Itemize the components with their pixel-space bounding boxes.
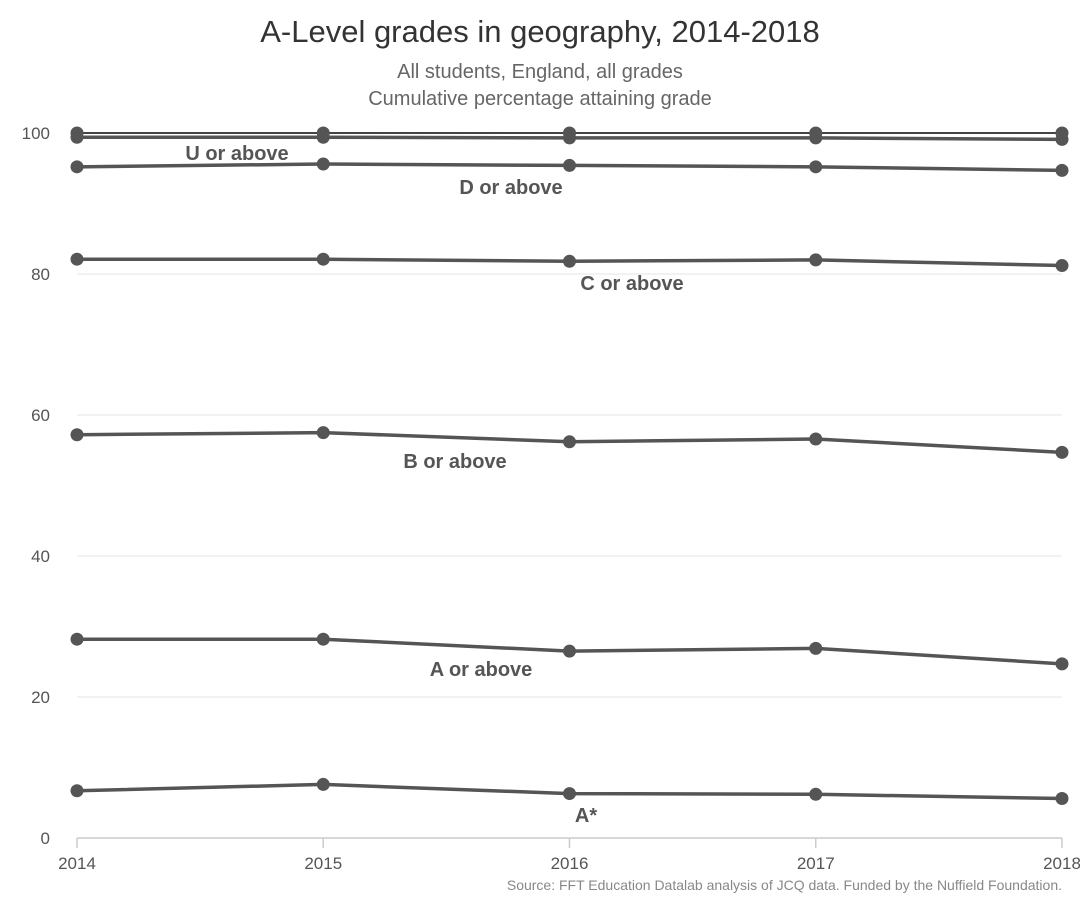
data-point	[809, 787, 823, 801]
series-label: A or above	[430, 659, 533, 681]
series-label: C or above	[580, 273, 683, 295]
data-point	[316, 126, 330, 140]
data-point	[316, 252, 330, 266]
data-point	[70, 126, 84, 140]
data-point	[1055, 792, 1069, 806]
data-point	[809, 253, 823, 267]
data-point	[809, 126, 823, 140]
source-note: Source: FFT Education Datalab analysis o…	[506, 877, 1062, 893]
y-axis-ticks: 0 20 40 60 80 100	[22, 124, 50, 848]
chart-subtitle-line-1: All students, England, all grades	[397, 61, 683, 83]
data-point	[1055, 259, 1069, 273]
y-tick-label: 80	[31, 265, 50, 284]
x-tick-label: 2016	[551, 854, 589, 873]
y-tick-label: 0	[41, 829, 50, 848]
x-tick-label: 2015	[304, 854, 342, 873]
data-point	[316, 632, 330, 646]
series-label: A*	[575, 805, 597, 827]
data-point	[70, 784, 84, 798]
data-point	[316, 777, 330, 791]
x-tick-label: 2018	[1043, 854, 1080, 873]
data-point	[563, 158, 576, 172]
data-point	[316, 157, 330, 171]
data-point	[1055, 163, 1069, 177]
x-tick-label: 2017	[797, 854, 835, 873]
data-point	[809, 432, 823, 446]
data-point	[563, 644, 576, 658]
data-point	[1055, 126, 1069, 140]
y-tick-label: 100	[22, 124, 50, 143]
data-point	[809, 160, 823, 174]
series-lines	[70, 126, 1069, 806]
series-label: D or above	[459, 177, 562, 199]
series-label: B or above	[403, 451, 506, 473]
data-point	[809, 641, 823, 655]
data-point	[563, 435, 576, 449]
data-point	[70, 252, 84, 266]
y-tick-label: 20	[31, 688, 50, 707]
x-tick-label: 2014	[58, 854, 96, 873]
data-point	[70, 428, 84, 442]
data-point	[316, 426, 330, 440]
series-labels: A* A or above B or above C or above D or abo…	[185, 143, 683, 827]
y-tick-label: 60	[31, 406, 50, 425]
data-point	[70, 160, 84, 174]
data-point	[1055, 445, 1069, 459]
x-axis: 2014 2015 2016 2017 2018	[58, 837, 1080, 873]
series-label: U or above	[185, 143, 288, 165]
chart-title: A-Level grades in geography, 2014-2018	[260, 14, 820, 49]
y-tick-label: 40	[31, 547, 50, 566]
data-point	[1055, 657, 1069, 671]
chart-subtitle-line-2: Cumulative percentage attaining grade	[368, 88, 712, 110]
data-point	[563, 787, 576, 801]
data-point	[70, 632, 84, 646]
data-point	[563, 254, 576, 268]
gridlines	[77, 132, 1062, 698]
data-point	[563, 126, 576, 140]
